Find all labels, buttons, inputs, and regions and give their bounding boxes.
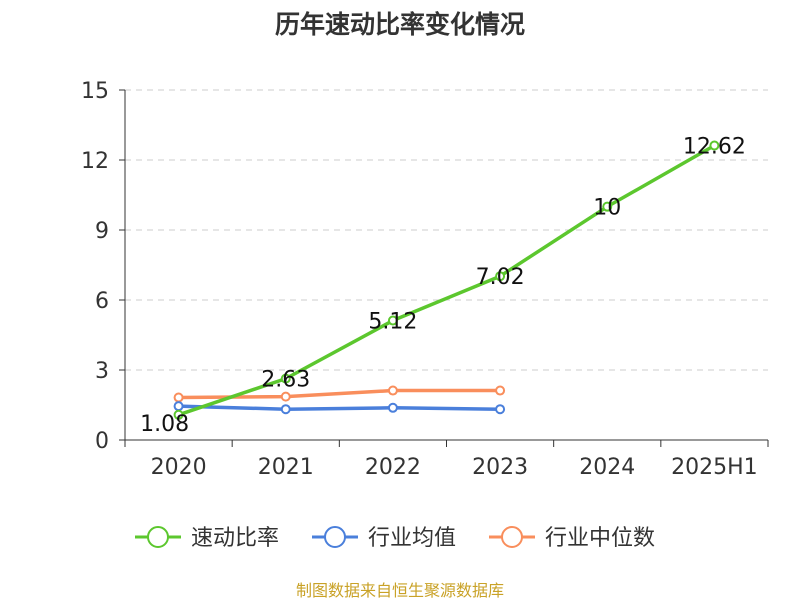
data-point[interactable] <box>280 373 291 384</box>
data-point[interactable] <box>495 271 506 282</box>
data-point[interactable] <box>387 385 398 396</box>
data-label-layer: 1.08 2.63 5.12 7.02 10 12.62 <box>140 135 746 437</box>
data-label: 12.62 <box>683 135 746 160</box>
series-1 <box>173 140 720 420</box>
data-label: 2.63 <box>261 368 310 393</box>
chart-title: 历年速动比率变化情况 <box>275 10 525 39</box>
data-point[interactable] <box>387 315 398 326</box>
x-tick-label: 2022 <box>365 455 421 480</box>
series-2 <box>173 401 506 415</box>
series-line <box>176 388 502 400</box>
data-point[interactable] <box>495 404 506 415</box>
grid-layer <box>125 89 768 371</box>
data-label: 7.02 <box>476 265 525 290</box>
legend-item-2[interactable]: 行业均值 <box>312 526 456 551</box>
y-tick-label: 15 <box>81 79 109 104</box>
data-point[interactable] <box>495 385 506 396</box>
data-point[interactable] <box>173 409 184 420</box>
legend-marker <box>324 526 346 548</box>
legend-label: 速动比率 <box>191 526 279 551</box>
y-tick-label: 9 <box>95 219 109 244</box>
y-tick-label: 12 <box>81 149 109 174</box>
data-point[interactable] <box>280 391 291 402</box>
data-label: 10 <box>593 196 621 221</box>
y-tick-label: 0 <box>95 429 109 454</box>
legend-label: 行业中位数 <box>545 526 655 551</box>
x-tick-label: 2025H1 <box>671 455 758 480</box>
legend-marker <box>501 526 523 548</box>
data-point[interactable] <box>709 140 720 151</box>
data-label: 1.08 <box>140 412 189 437</box>
legend-item-3[interactable]: 行业中位数 <box>489 526 655 551</box>
series-line <box>176 143 717 417</box>
x-tick-label: 2024 <box>579 455 635 480</box>
y-tick-label: 6 <box>95 289 109 314</box>
y-tick-label: 3 <box>95 359 109 384</box>
data-point[interactable] <box>387 402 398 413</box>
series-layer <box>173 140 720 420</box>
legend[interactable]: 速动比率 行业均值 行业中位数 <box>135 526 655 551</box>
legend-item-1[interactable]: 速动比率 <box>135 526 279 551</box>
data-point[interactable] <box>602 201 613 212</box>
series-line <box>176 404 502 411</box>
x-tick-label: 2023 <box>472 455 528 480</box>
data-point[interactable] <box>173 392 184 403</box>
data-point[interactable] <box>280 404 291 415</box>
data-point[interactable] <box>173 401 184 412</box>
x-tick-label: 2020 <box>151 455 207 480</box>
legend-label: 行业均值 <box>368 526 456 551</box>
legend-marker <box>147 526 169 548</box>
x-tick-label: 2021 <box>258 455 314 480</box>
data-label: 5.12 <box>368 310 417 335</box>
axis-layer: 0 3 6 9 12 15 2020 2021 2022 2023 2024 2025H1 <box>81 79 769 480</box>
source-note: 制图数据来自恒生聚源数据库 <box>296 581 504 600</box>
